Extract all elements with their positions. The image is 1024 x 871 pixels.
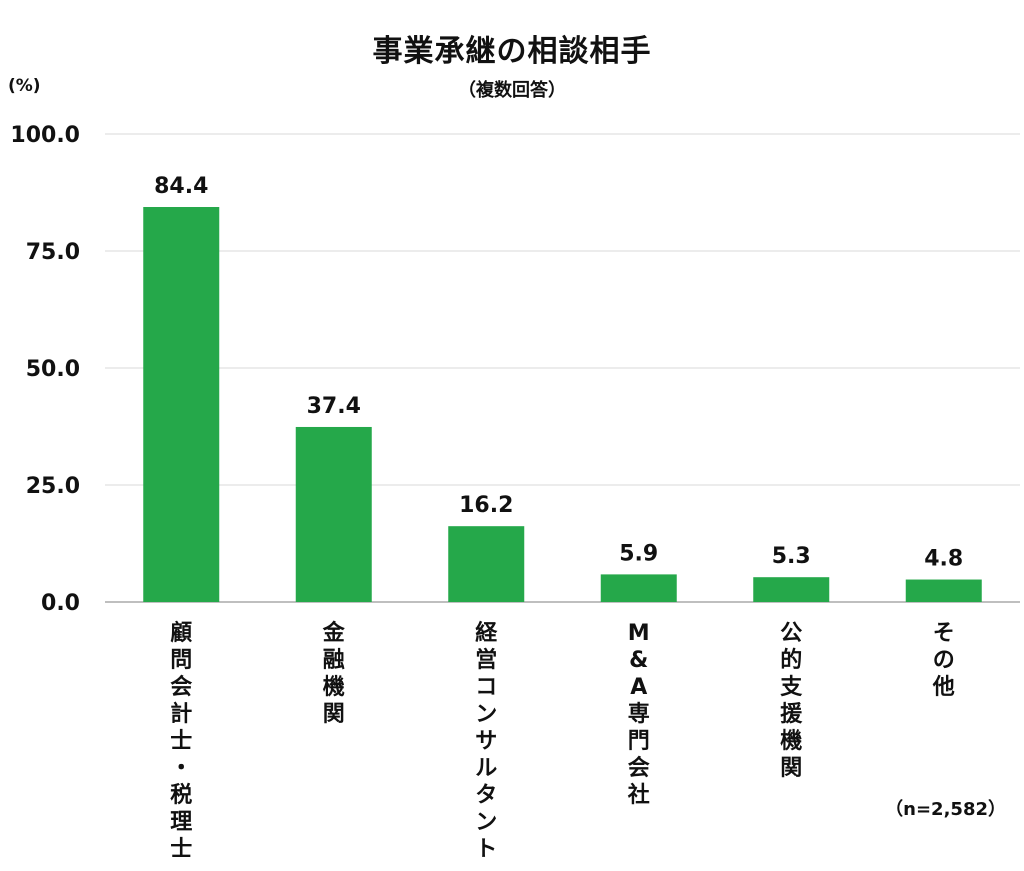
data-label: 4.8 (924, 547, 963, 572)
chart-subtitle: （複数回答） (458, 80, 566, 101)
data-label: 5.3 (772, 544, 811, 569)
bar (295, 426, 372, 602)
y-tick-label: 100.0 (10, 123, 80, 148)
bar (753, 577, 830, 602)
y-tick-label: 75.0 (26, 240, 80, 265)
bar (143, 207, 220, 602)
x-tick-label: M & A 専門会社 (628, 621, 650, 808)
x-tick-label: その他 (932, 621, 955, 700)
bar (448, 526, 525, 602)
bar (905, 579, 982, 602)
y-tick-label: 0.0 (41, 591, 80, 616)
x-tick-label: 金融機関 (322, 620, 346, 727)
sample-size-note: （n=2,582） (885, 799, 1006, 820)
data-label: 5.9 (619, 541, 658, 566)
data-label: 84.4 (154, 174, 208, 199)
chart-title: 事業承継の相談相手 (372, 34, 652, 69)
x-tick-label: 顧問会計士・税理士 (170, 620, 192, 862)
y-axis-unit-label: (%) (8, 76, 41, 96)
y-tick-label: 25.0 (26, 474, 80, 499)
y-tick-label: 50.0 (26, 357, 80, 382)
x-tick-label: 公的支援機関 (780, 621, 803, 781)
data-label: 16.2 (459, 493, 513, 518)
data-label: 37.4 (307, 394, 361, 419)
bar (600, 574, 677, 602)
x-tick-label: 経営コンサルタント (475, 620, 498, 862)
